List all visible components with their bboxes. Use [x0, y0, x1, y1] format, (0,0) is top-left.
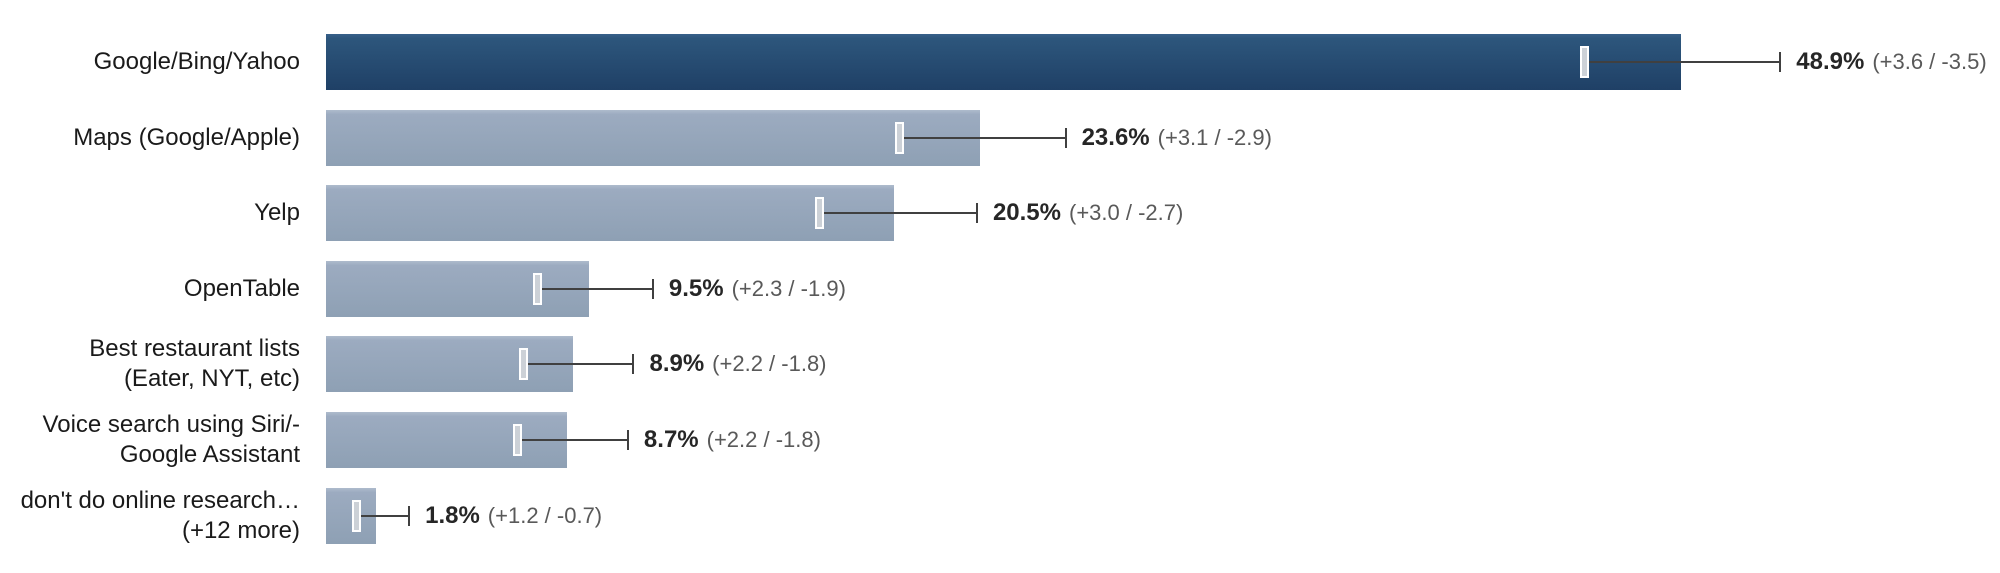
category-label-line: Best restaurant lists	[89, 335, 300, 363]
confidence-interval-label: (+2.2 / -1.8)	[706, 427, 821, 452]
confidence-interval-label: (+3.0 / -2.7)	[1069, 200, 1184, 226]
category-label: Best restaurant lists (Eater, NYT, etc)	[0, 335, 300, 393]
error-bar-cap-low	[520, 350, 526, 379]
chart-row: Best restaurant lists (Eater, NYT, etc) 8.…	[0, 335, 2000, 393]
confidence-interval-label: (+2.3 / -1.9)	[731, 275, 846, 301]
category-label: Google/Bing/Yahoo	[0, 34, 300, 90]
error-bar-cap-low	[1581, 48, 1587, 76]
value-annotation: 9.5% (+2.3 / -1.9)	[669, 261, 846, 317]
error-bar-cap-low	[515, 426, 521, 454]
chart-row: don't do online research… (+12 more) 1.8% (…	[0, 486, 2000, 544]
error-bar-cap-low	[817, 199, 823, 228]
value-annotation: 20.5% (+3.0 / -2.7)	[993, 185, 1183, 241]
category-label: Yelp	[0, 185, 300, 241]
error-bar-line	[1583, 61, 1781, 63]
category-label-line: OpenTable	[183, 274, 300, 302]
confidence-interval-label: (+3.1 / -2.9)	[1157, 124, 1272, 150]
category-label-line: Yelp	[254, 199, 300, 227]
error-bar-cap-high	[975, 203, 978, 224]
value-label: 1.8%	[425, 501, 480, 529]
value-label: 48.9%	[1796, 48, 1865, 75]
error-bar-cap-high	[626, 430, 629, 450]
value-label: 8.9%	[649, 350, 705, 378]
error-bar-line	[356, 514, 410, 517]
chart-row: Maps (Google/Apple) 23.6% (+3.1 / -2.9)	[0, 109, 2000, 166]
category-label-line: (Eater, NYT, etc)	[123, 365, 300, 393]
bar	[326, 34, 1681, 90]
bar	[326, 109, 980, 166]
chart-row: Yelp 20.5% (+3.0 / -2.7)	[0, 185, 2000, 242]
category-label-line: (+12 more)	[181, 516, 300, 544]
value-label: 9.5%	[668, 274, 724, 302]
value-label: 23.6%	[1081, 123, 1150, 151]
value-annotation: 23.6% (+3.1 / -2.9)	[1082, 110, 1272, 166]
category-label-line: Voice search using Siri/-	[42, 411, 300, 438]
category-label-line: Google Assistant	[119, 441, 300, 468]
bar	[326, 185, 894, 242]
error-bar-line	[536, 287, 653, 290]
category-label-line: Google/Bing/Yahoo	[93, 48, 300, 75]
confidence-interval-label: (+1.2 / -0.7)	[487, 502, 603, 528]
error-bar-cap-high	[632, 354, 635, 375]
value-annotation: 48.9% (+3.6 / -3.5)	[1796, 34, 1986, 90]
confidence-interval-label: (+2.2 / -1.8)	[712, 351, 827, 377]
error-bar-cap-high	[408, 505, 411, 526]
error-bar-line	[899, 136, 1066, 139]
value-annotation: 1.8% (+1.2 / -0.7)	[425, 488, 602, 544]
error-bar-line	[819, 212, 977, 215]
value-annotation: 8.7% (+2.2 / -1.8)	[644, 412, 821, 468]
category-label: Voice search using Siri/- Google Assistan…	[0, 411, 300, 468]
category-label: OpenTable	[0, 261, 300, 317]
chart-row: OpenTable 9.5% (+2.3 / -1.9)	[0, 260, 2000, 317]
value-annotation: 8.9% (+2.2 / -1.8)	[649, 336, 826, 392]
error-bar-cap-high	[1064, 127, 1067, 148]
error-bar-line	[522, 363, 634, 366]
value-label: 20.5%	[992, 199, 1061, 227]
error-bar-line	[517, 439, 628, 441]
error-bar-cap-high	[1779, 52, 1782, 72]
category-label-line: don't do online research…	[20, 486, 300, 514]
chart-row: Google/Bing/Yahoo 48.9% (+3.6 / -3.5)	[0, 34, 2000, 90]
category-label: Maps (Google/Apple)	[0, 110, 300, 166]
error-bar-cap-low	[897, 123, 903, 152]
chart-row: Voice search using Siri/- Google Assistan…	[0, 411, 2000, 468]
error-bar-cap-low	[534, 274, 540, 303]
confidence-interval-label: (+3.6 / -3.5)	[1872, 49, 1987, 74]
category-label-line: Maps (Google/Apple)	[73, 123, 300, 151]
category-label: don't do online research… (+12 more)	[0, 486, 300, 544]
value-label: 8.7%	[643, 426, 699, 453]
error-bar-cap-high	[651, 278, 654, 299]
error-bar-cap-low	[354, 501, 360, 530]
